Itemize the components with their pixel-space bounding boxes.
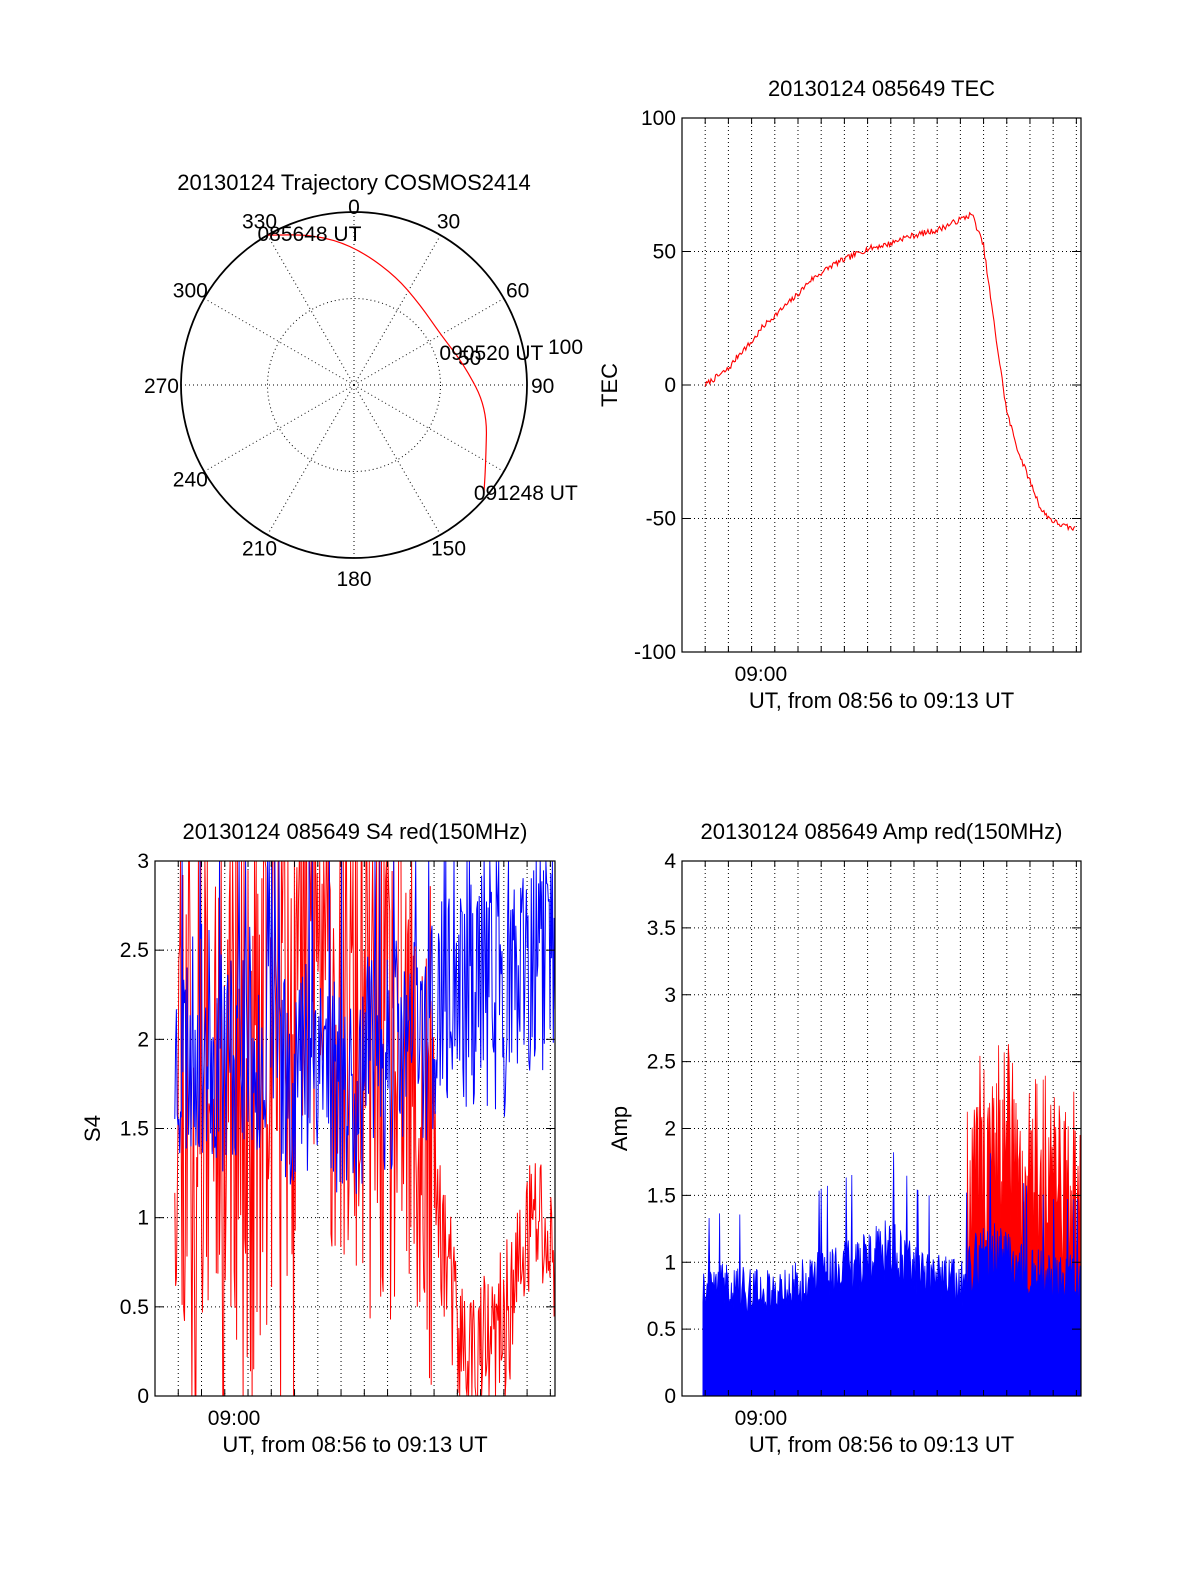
y-tick-label: 2 [664, 1118, 676, 1141]
x-axis-label: UT, from 08:56 to 09:13 UT [749, 688, 1014, 713]
polar-spoke-120 [353, 384, 505, 472]
polar-spoke-300 [203, 298, 355, 386]
polar-trajectory-line [267, 234, 488, 495]
polar-azimuth-label: 270 [144, 375, 179, 398]
polar-title: 20130124 Trajectory COSMOS2414 [177, 170, 530, 195]
polar-azimuth-label: 0 [348, 196, 360, 219]
polar-spoke-210 [267, 384, 355, 536]
polar-radius-label: 50 [458, 347, 481, 370]
y-tick-label: 2.5 [120, 939, 149, 962]
polar-azimuth-label: 180 [336, 568, 371, 591]
panel-amp: 0 0.5 1 1.5 2 2.5 3 3.5 4 09:00 20130124 085649 Am… [607, 819, 1082, 1457]
polar-azimuth-label: 150 [431, 538, 466, 561]
y-tick-label: 0 [137, 1385, 149, 1408]
tec-series-line [704, 211, 1076, 532]
polar-annotation: 091248 UT [474, 482, 578, 505]
y-tick-label: 3.5 [647, 917, 676, 940]
polar-azimuth-label: 240 [173, 469, 208, 492]
panel-tec: -100 -50 0 50 100 09:00 20130124 085649 TEC UT,… [597, 76, 1082, 713]
y-tick-label: 1 [137, 1207, 149, 1230]
y-tick-label: 1.5 [647, 1184, 676, 1207]
x-tick-label: 09:00 [735, 663, 788, 686]
y-tick-label: 100 [641, 107, 676, 130]
s4-red-series-line [174, 860, 556, 1397]
y-tick-label: 3 [137, 850, 149, 873]
polar-grid-circle-50 [267, 298, 441, 472]
y-axis-label: Amp [607, 1106, 632, 1151]
y-tick-label: 2.5 [647, 1051, 676, 1074]
panel-s4: 0 0.5 1 1.5 2 2.5 3 09:00 20130124 085649 S4 red… [80, 819, 556, 1457]
y-axis-label: TEC [597, 363, 622, 407]
polar-spoke-330 [267, 234, 355, 386]
polar-azimuth-label: 300 [173, 280, 208, 303]
x-tick-label: 09:00 [735, 1407, 788, 1430]
y-tick-label: 1.5 [120, 1118, 149, 1141]
y-tick-label: 1 [664, 1251, 676, 1274]
x-tick-label: 09:00 [208, 1407, 261, 1430]
y-tick-label: -100 [634, 641, 676, 664]
polar-azimuth-label: 90 [531, 375, 554, 398]
plot-frame [681, 117, 1082, 653]
polar-annotation: 085648 UT [258, 223, 362, 246]
y-tick-label: 3 [664, 984, 676, 1007]
x-axis-label: UT, from 08:56 to 09:13 UT [222, 1432, 487, 1457]
polar-spoke-240 [203, 384, 355, 472]
y-tick-label: 0 [664, 1385, 676, 1408]
y-tick-label: 0.5 [647, 1318, 676, 1341]
polar-azimuth-label: 60 [506, 280, 529, 303]
plot-title: 20130124 085649 Amp red(150MHz) [700, 819, 1062, 844]
y-tick-label: 0.5 [120, 1296, 149, 1319]
y-tick-label: 0 [664, 374, 676, 397]
y-tick-label: 2 [137, 1028, 149, 1051]
polar-spoke-60 [353, 298, 505, 386]
polar-azimuth-label: 210 [242, 538, 277, 561]
y-tick-label: 50 [653, 241, 676, 264]
plot-title: 20130124 085649 S4 red(150MHz) [183, 819, 528, 844]
polar-radius-label: 100 [548, 336, 583, 359]
amp-blue-series-fill [702, 1152, 1081, 1397]
y-tick-label: 4 [664, 850, 676, 873]
y-axis-label: S4 [80, 1115, 105, 1142]
s4-blue-series-line [174, 860, 556, 1194]
polar-azimuth-label: 330 [242, 210, 277, 233]
polar-spoke-30 [353, 234, 441, 386]
polar-annotation: 090520 UT [439, 342, 543, 365]
plot-title: 20130124 085649 TEC [768, 76, 995, 101]
y-tick-label: -50 [646, 508, 676, 531]
polar-azimuth-label: 30 [437, 210, 460, 233]
x-axis-label: UT, from 08:56 to 09:13 UT [749, 1432, 1014, 1457]
polar-spoke-150 [353, 384, 441, 536]
